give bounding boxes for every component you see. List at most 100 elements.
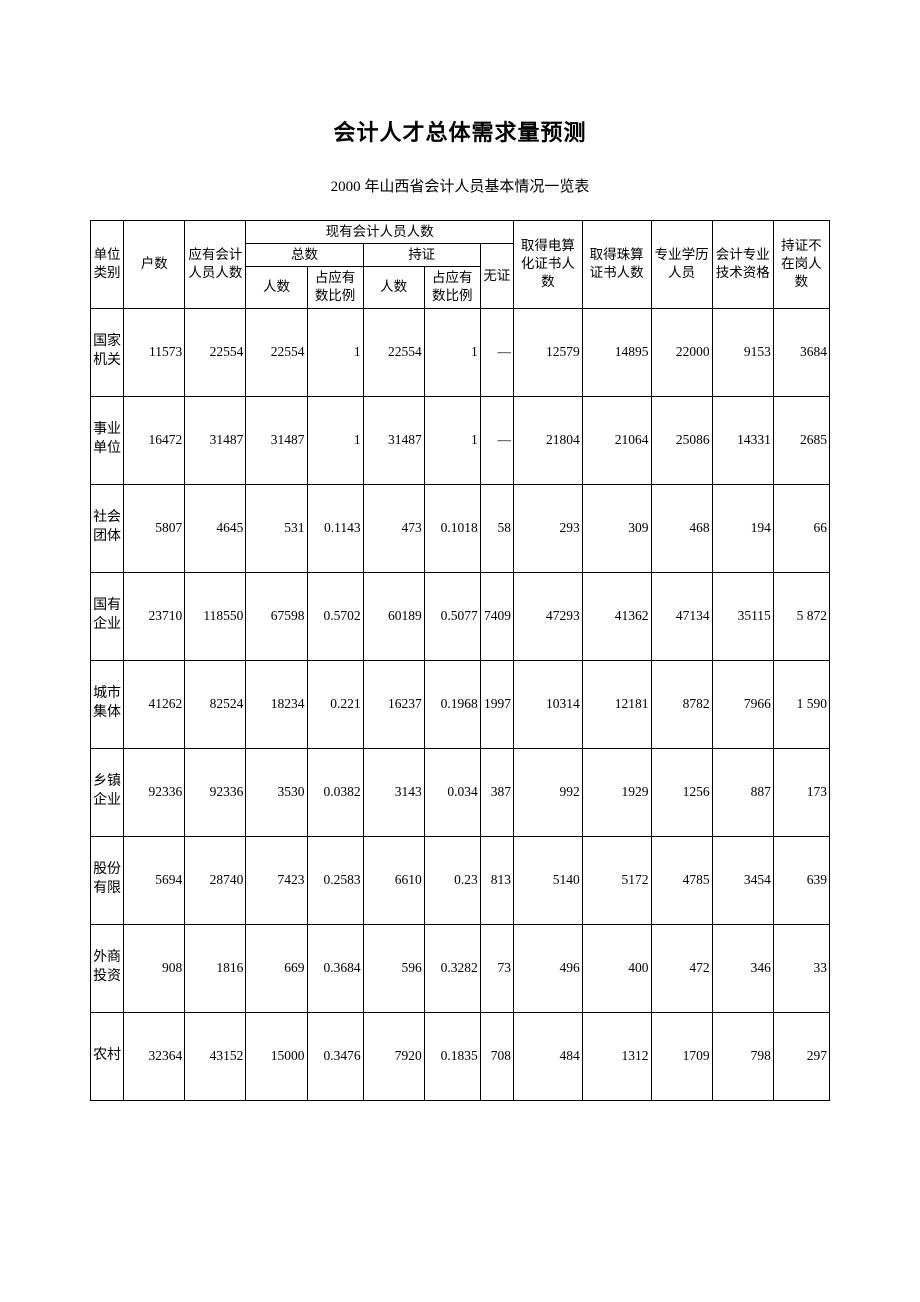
cell-cz: 173: [773, 748, 829, 836]
cell-rs2: 596: [363, 924, 424, 1012]
cell-cz: 66: [773, 484, 829, 572]
cell-xl: 1256: [651, 748, 712, 836]
cell-rs: 3530: [246, 748, 307, 836]
cell-zs: 41362: [582, 572, 651, 660]
cell-cz: 639: [773, 836, 829, 924]
cell-zs: 12181: [582, 660, 651, 748]
cell-dsh: 12579: [513, 308, 582, 396]
cell-rat2: 0.034: [424, 748, 480, 836]
cell-zy: 798: [712, 1012, 773, 1100]
cell-rat2: 0.23: [424, 836, 480, 924]
cell-yy: 31487: [185, 396, 246, 484]
row-label: 国家机关: [91, 308, 124, 396]
cell-wz: 387: [480, 748, 513, 836]
cell-zs: 309: [582, 484, 651, 572]
cell-hu: 92336: [124, 748, 185, 836]
cell-dsh: 293: [513, 484, 582, 572]
row-label: 乡镇企业: [91, 748, 124, 836]
cell-hu: 41262: [124, 660, 185, 748]
cell-rs2: 7920: [363, 1012, 424, 1100]
row-label: 国有企业: [91, 572, 124, 660]
cell-hu: 11573: [124, 308, 185, 396]
cell-xl: 8782: [651, 660, 712, 748]
cell-yy: 82524: [185, 660, 246, 748]
row-label: 事业单位: [91, 396, 124, 484]
row-label: 外商投资: [91, 924, 124, 1012]
cell-rs: 18234: [246, 660, 307, 748]
cell-rs: 531: [246, 484, 307, 572]
cell-rat2: 0.1968: [424, 660, 480, 748]
cell-rat2: 0.1835: [424, 1012, 480, 1100]
th-zhusuan: 取得珠算证书人数: [582, 220, 651, 308]
cell-yy: 4645: [185, 484, 246, 572]
cell-rs2: 60189: [363, 572, 424, 660]
cell-wz: 1997: [480, 660, 513, 748]
cell-rs2: 16237: [363, 660, 424, 748]
cell-cz: 2685: [773, 396, 829, 484]
cell-cz: 297: [773, 1012, 829, 1100]
cell-wz: —: [480, 396, 513, 484]
cell-rs: 669: [246, 924, 307, 1012]
cell-rs: 31487: [246, 396, 307, 484]
cell-hu: 908: [124, 924, 185, 1012]
cell-xl: 25086: [651, 396, 712, 484]
table-row: 国家机关1157322554225541225541—1257914895220…: [91, 308, 830, 396]
row-label: 社会团体: [91, 484, 124, 572]
th-group-current: 现有会计人员人数: [246, 220, 514, 243]
cell-wz: 58: [480, 484, 513, 572]
th-ratio: 占应有数比例: [307, 267, 363, 308]
cell-rs2: 473: [363, 484, 424, 572]
cell-xl: 472: [651, 924, 712, 1012]
table-row: 社会团体580746455310.11434730.10185829330946…: [91, 484, 830, 572]
cell-rat2: 0.5077: [424, 572, 480, 660]
cell-cz: 33: [773, 924, 829, 1012]
cell-yy: 118550: [185, 572, 246, 660]
th-households: 户数: [124, 220, 185, 308]
row-label: 股份有限: [91, 836, 124, 924]
cell-zy: 194: [712, 484, 773, 572]
cell-xl: 47134: [651, 572, 712, 660]
cell-rat: 0.1143: [307, 484, 363, 572]
cell-zs: 1929: [582, 748, 651, 836]
cell-rat: 0.221: [307, 660, 363, 748]
cell-zy: 7966: [712, 660, 773, 748]
cell-dsh: 10314: [513, 660, 582, 748]
table-row: 外商投资90818166690.36845960.328273496400472…: [91, 924, 830, 1012]
th-people: 人数: [246, 267, 307, 308]
cell-rat: 0.3684: [307, 924, 363, 1012]
cell-zs: 5172: [582, 836, 651, 924]
th-should: 应有会计人员人数: [185, 220, 246, 308]
cell-rat: 0.0382: [307, 748, 363, 836]
cell-rs: 22554: [246, 308, 307, 396]
cell-rat: 0.2583: [307, 836, 363, 924]
cell-rs: 7423: [246, 836, 307, 924]
cell-cz: 1 590: [773, 660, 829, 748]
cell-yy: 28740: [185, 836, 246, 924]
cell-zy: 14331: [712, 396, 773, 484]
row-label: 城市集体: [91, 660, 124, 748]
cell-zy: 346: [712, 924, 773, 1012]
th-unit: 单位类别: [91, 220, 124, 308]
cell-xl: 22000: [651, 308, 712, 396]
cell-xl: 4785: [651, 836, 712, 924]
table-row: 乡镇企业923369233635300.038231430.0343879921…: [91, 748, 830, 836]
cell-dsh: 496: [513, 924, 582, 1012]
cell-yy: 22554: [185, 308, 246, 396]
cell-dsh: 47293: [513, 572, 582, 660]
table-row: 股份有限56942874074230.258366100.23813514051…: [91, 836, 830, 924]
table-row: 国有企业23710118550675980.5702601890.5077740…: [91, 572, 830, 660]
cell-rat: 0.5702: [307, 572, 363, 660]
cell-zy: 3454: [712, 836, 773, 924]
cell-rs: 15000: [246, 1012, 307, 1100]
cell-wz: —: [480, 308, 513, 396]
cell-rat: 0.3476: [307, 1012, 363, 1100]
cell-rs2: 3143: [363, 748, 424, 836]
cell-yy: 92336: [185, 748, 246, 836]
cell-hu: 5694: [124, 836, 185, 924]
cell-hu: 23710: [124, 572, 185, 660]
cell-rat2: 1: [424, 308, 480, 396]
th-people2: 人数: [363, 267, 424, 308]
cell-cz: 5 872: [773, 572, 829, 660]
th-nocert: 无证: [480, 243, 513, 308]
cell-rs: 67598: [246, 572, 307, 660]
